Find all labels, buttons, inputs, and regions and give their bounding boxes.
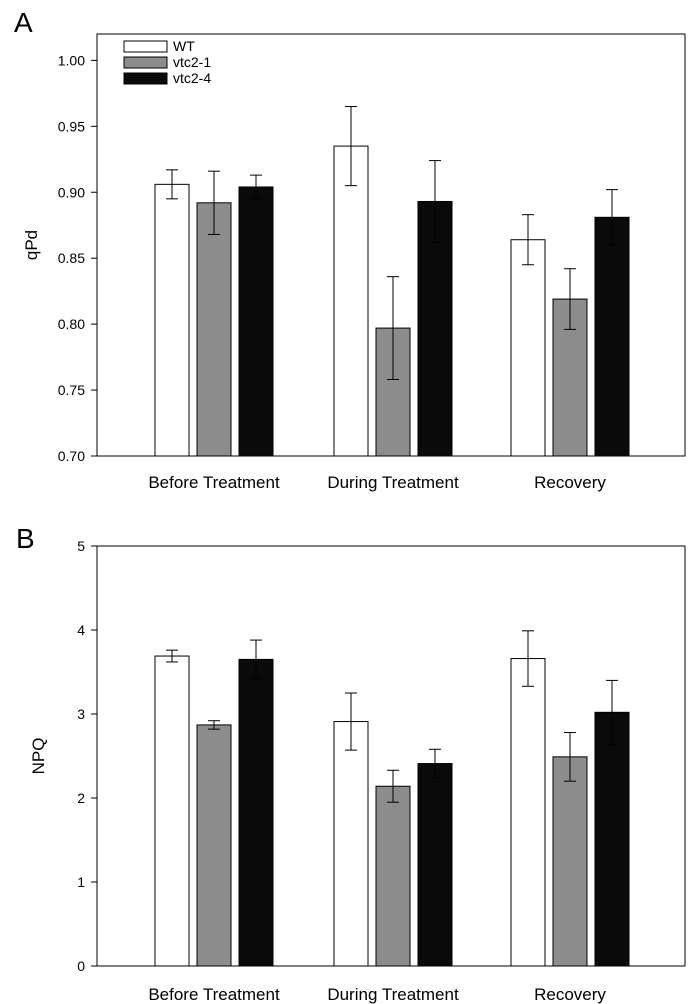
bar [196,202,232,457]
bar [154,183,190,457]
y-tick-label: 5 [77,538,85,554]
category-label: During Treatment [327,985,459,1004]
y-tick-label: 1 [77,874,85,890]
bar [510,658,546,967]
y-tick-label: 0.75 [58,382,85,398]
category-label: Recovery [534,473,606,492]
y-axis-title: NPQ [29,738,48,775]
y-axis-title: qPd [22,230,41,260]
category-label: Recovery [534,985,606,1004]
y-tick-label: 4 [77,622,85,638]
legend-swatch [123,40,168,53]
legend-swatch [123,72,168,85]
y-tick-label: 0.70 [58,448,85,464]
category-label: Before Treatment [148,985,280,1004]
bar [594,711,630,967]
bar [238,658,274,967]
legend-label: WT [173,38,195,54]
bar [552,756,588,967]
y-tick-label: 0.80 [58,316,85,332]
category-label: Before Treatment [148,473,280,492]
y-tick-label: 0.90 [58,184,85,200]
legend-label: vtc2-1 [173,54,211,70]
bar [510,239,546,457]
y-tick-label: 2 [77,790,85,806]
bar [196,724,232,967]
y-tick-label: 0 [77,958,85,974]
legend-swatch [123,56,168,69]
y-tick-label: 1.00 [58,52,85,68]
y-tick-label: 0.95 [58,118,85,134]
bar [375,785,411,967]
y-tick-label: 3 [77,706,85,722]
bar [417,763,453,967]
bar [333,721,369,967]
bar [238,186,274,457]
category-label: During Treatment [327,473,459,492]
y-tick-label: 0.85 [58,250,85,266]
bar [417,200,453,457]
bar [594,216,630,457]
panel-label: A [14,7,33,38]
panel-label: B [16,523,35,554]
bar [154,655,190,967]
legend-label: vtc2-4 [173,70,211,86]
bar [333,145,369,457]
